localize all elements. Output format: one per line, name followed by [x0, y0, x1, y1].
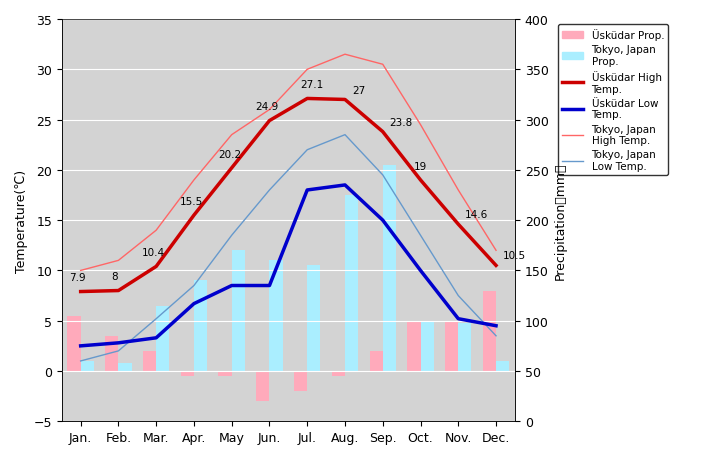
Text: 27.1: 27.1: [300, 80, 323, 90]
Bar: [420, 321, 433, 371]
Bar: [218, 371, 232, 376]
Bar: [256, 371, 269, 401]
Bar: [143, 351, 156, 371]
Bar: [369, 351, 383, 371]
Bar: [408, 321, 420, 371]
Bar: [118, 363, 132, 371]
Bar: [68, 316, 81, 371]
Text: 23.8: 23.8: [390, 118, 413, 128]
Bar: [105, 336, 118, 371]
Bar: [269, 261, 283, 371]
Bar: [445, 321, 458, 371]
Bar: [81, 361, 94, 371]
Text: 15.5: 15.5: [180, 196, 203, 207]
Bar: [383, 165, 396, 371]
Legend: Üsküdar Prop., Tokyo, Japan
Prop., Üsküdar High
Temp., Üsküdar Low
Temp., Tokyo,: Üsküdar Prop., Tokyo, Japan Prop., Üsküd…: [558, 25, 668, 176]
Bar: [294, 371, 307, 391]
Bar: [156, 306, 169, 371]
Bar: [483, 291, 496, 371]
Text: 14.6: 14.6: [465, 210, 488, 220]
Bar: [181, 371, 194, 376]
Text: 7.9: 7.9: [70, 273, 86, 283]
Y-axis label: Temperature(℃): Temperature(℃): [15, 169, 28, 272]
Text: 20.2: 20.2: [218, 150, 241, 159]
Y-axis label: Precipitation（mm）: Precipitation（mm）: [554, 162, 567, 279]
Bar: [194, 281, 207, 371]
Bar: [458, 323, 472, 371]
Bar: [496, 361, 509, 371]
Text: 8: 8: [112, 272, 118, 282]
Bar: [307, 266, 320, 371]
Text: 10.4: 10.4: [143, 248, 166, 257]
Text: 24.9: 24.9: [256, 102, 279, 112]
Bar: [332, 371, 345, 376]
Text: 19: 19: [413, 162, 427, 171]
Bar: [232, 251, 245, 371]
Bar: [345, 196, 359, 371]
Text: 10.5: 10.5: [503, 251, 526, 261]
Text: 27: 27: [352, 85, 365, 95]
